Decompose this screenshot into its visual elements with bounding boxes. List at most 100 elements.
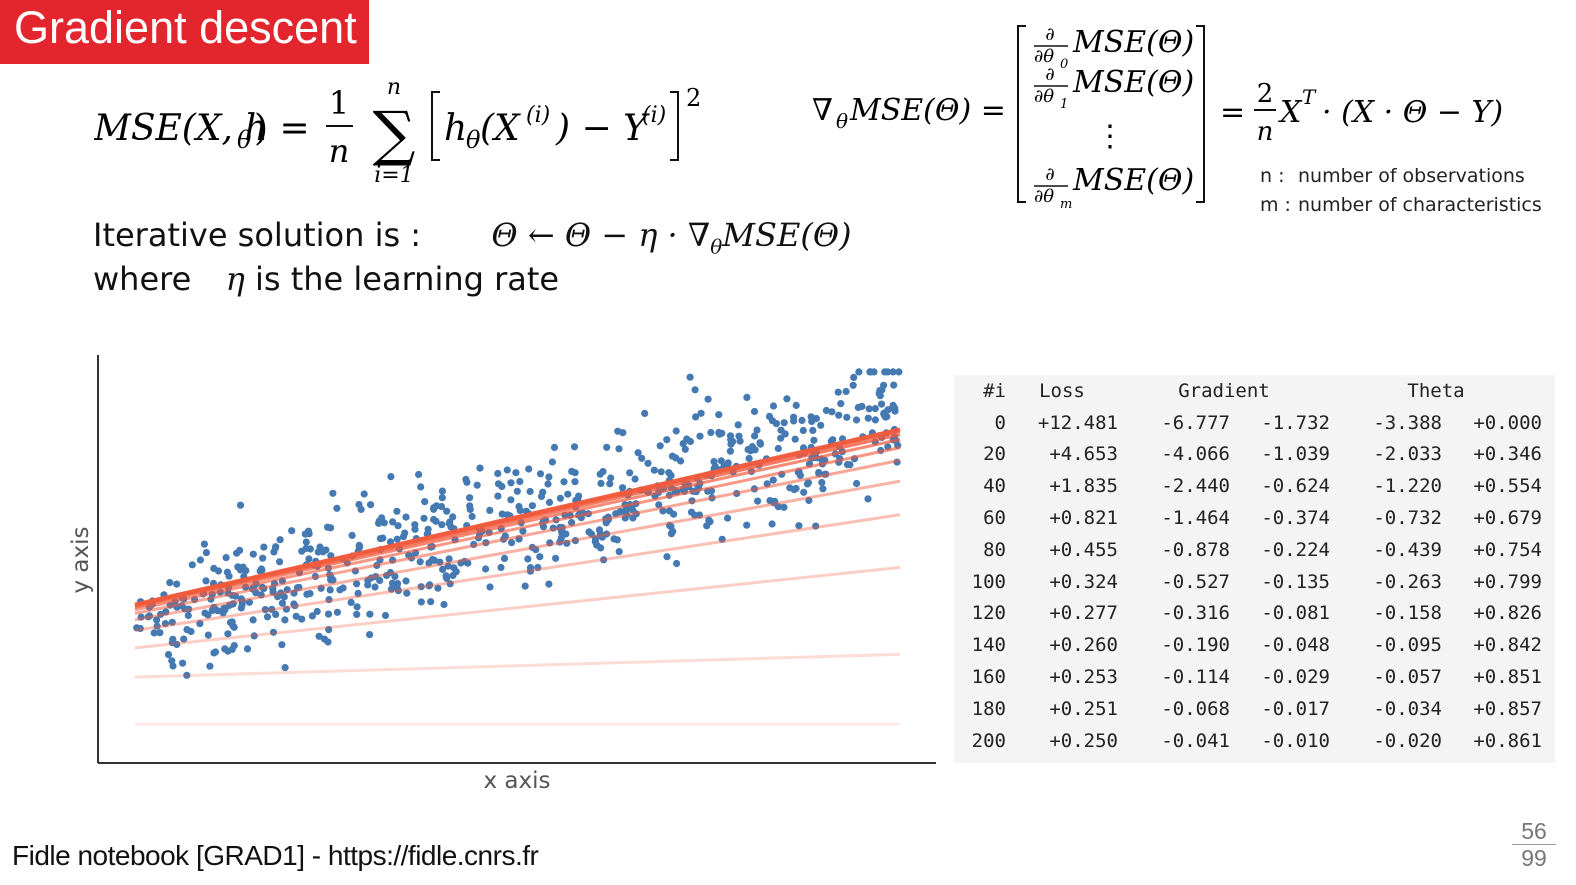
mse-body-minus: ) − Y	[555, 108, 650, 149]
scatter-point	[494, 492, 502, 500]
scatter-point	[308, 612, 316, 620]
scatter-point	[278, 641, 286, 649]
cell-theta-1: +0.861	[1473, 729, 1542, 752]
scatter-point	[534, 563, 542, 572]
scatter-point	[672, 427, 680, 435]
cell-gradient-1: -0.029	[1261, 666, 1330, 689]
scatter-point	[799, 426, 807, 435]
grad-partial-den: ∂θ	[1034, 46, 1054, 67]
scatter-point	[546, 539, 554, 547]
scatter-point	[261, 606, 269, 614]
scatter-point	[367, 501, 375, 509]
mse-lhs-sub: θ	[237, 126, 252, 154]
scatter-point	[305, 555, 313, 563]
scatter-point	[667, 530, 676, 538]
scatter-point	[780, 419, 788, 427]
table-row: 20 +4.653 -4.066 -1.039 -2.033 +0.346	[954, 439, 1542, 471]
scatter-point	[393, 535, 401, 543]
scatter-point	[379, 534, 387, 542]
header-gradient: Gradient	[1178, 379, 1270, 402]
scatter-point	[302, 538, 310, 546]
scatter-point	[249, 550, 257, 558]
cell-loss: +0.277	[1049, 602, 1118, 625]
regression-chart: x axis y axis	[68, 355, 936, 794]
cell-theta-0: -0.158	[1373, 602, 1442, 625]
scatter-point	[313, 607, 321, 616]
cell-theta-1: +0.754	[1473, 538, 1542, 561]
grad-rhs-eq: =	[1220, 95, 1245, 130]
scatter-point	[508, 539, 516, 547]
scatter-point	[744, 445, 752, 454]
scatter-point	[269, 628, 278, 636]
scatter-point	[173, 580, 181, 588]
scatter-point	[211, 648, 220, 656]
scatter-point	[835, 411, 843, 419]
scatter-point	[281, 664, 289, 672]
scatter-point	[196, 620, 204, 628]
scatter-point	[271, 544, 279, 552]
scatter-point	[399, 533, 408, 541]
iterative-formula-rest: MSE(Θ)	[722, 216, 852, 254]
grad-partial-sub: 0	[1060, 57, 1068, 72]
scatter-point	[462, 475, 470, 483]
grad-partial-den: ∂θ	[1034, 186, 1054, 207]
scatter-point	[843, 461, 852, 469]
scatter-point	[603, 530, 611, 538]
scatter-point	[571, 537, 579, 545]
scatter-point	[871, 416, 880, 424]
scatter-point	[185, 605, 193, 613]
scatter-point	[528, 543, 536, 551]
cell-gradient-0: -0.190	[1161, 634, 1230, 657]
scatter-point	[822, 406, 831, 415]
note-n: n : number of observations	[1260, 165, 1525, 187]
scatter-point	[288, 527, 296, 535]
scatter-point	[230, 623, 238, 631]
grad-rhs-rest: · (X · Θ − Y)	[1322, 95, 1503, 130]
scatter-point	[468, 512, 476, 521]
fitted-line-iter-140	[134, 437, 901, 609]
cell-gradient-0: -0.527	[1161, 570, 1230, 593]
scatter-point	[524, 555, 532, 563]
eta-symbol: η	[225, 260, 245, 298]
scatter-point	[420, 514, 428, 522]
scatter-point	[237, 595, 245, 603]
scatter-point	[257, 565, 266, 573]
training-log-panel: #i Loss Gradient Theta 0 +12.481 -6.777 -1.…	[954, 375, 1555, 763]
scatter-point	[204, 611, 212, 619]
scatter-point	[427, 598, 435, 606]
scatter-point	[619, 429, 627, 437]
cell-gradient-0: -0.878	[1161, 538, 1230, 561]
scatter-point	[226, 618, 235, 626]
scatter-point	[780, 503, 788, 511]
fitted-line-iter-100	[134, 458, 901, 615]
scatter-point	[168, 639, 176, 647]
grad-entry-0: ∂ ∂θ 0 MSE(Θ)	[1034, 24, 1194, 72]
cell-theta-1: +0.799	[1473, 570, 1542, 593]
iterative-formula-sub: θ	[710, 234, 723, 259]
scatter-point	[716, 430, 724, 438]
scatter-point	[562, 530, 570, 538]
scatter-point	[274, 593, 282, 601]
scatter-point	[686, 437, 695, 446]
scatter-point	[326, 586, 334, 594]
mse-formula: MSE(X, h θ ) = 1 n n ∑ i=1 h θ (X (i) ) …	[94, 75, 701, 188]
scatter-point	[196, 556, 204, 564]
scatter-point	[355, 500, 363, 509]
learning-rate-note: where η is the learning rate	[93, 260, 559, 298]
scatter-point	[306, 590, 314, 598]
scatter-point	[257, 591, 265, 599]
scatter-point	[280, 593, 288, 601]
scatter-point	[753, 426, 761, 434]
cell-gradient-0: -1.464	[1161, 507, 1230, 530]
mse-bracket-right	[670, 91, 679, 161]
scatter-point	[320, 635, 329, 643]
scatter-point	[417, 483, 425, 491]
scatter-point	[394, 587, 402, 595]
table-row: 180 +0.251 -0.068 -0.017 -0.034 +0.857	[954, 693, 1542, 725]
scatter-point	[878, 400, 886, 408]
scatter-point	[333, 608, 341, 616]
scatter-point	[295, 583, 303, 591]
scatter-point	[657, 468, 665, 476]
table-body: 0 +12.481 -6.777 -1.732 -3.388 +0.000 20 +4.653…	[954, 407, 1542, 757]
scatter-point	[355, 541, 363, 549]
